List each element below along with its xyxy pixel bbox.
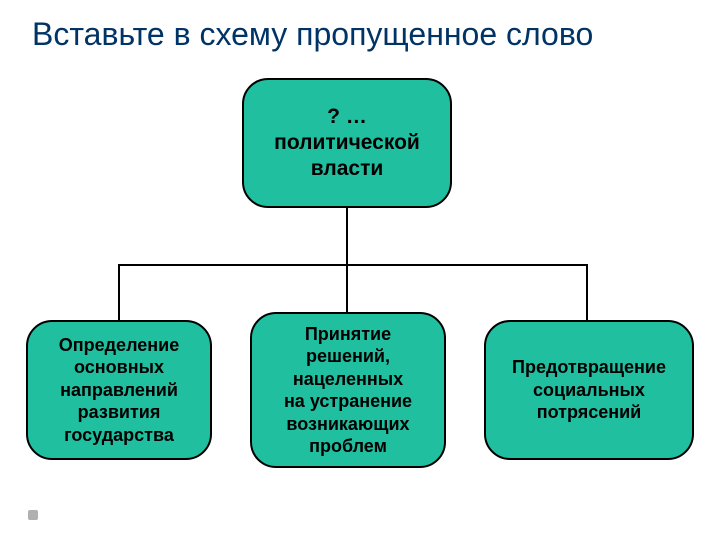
node-child-3-label: Предотвращениесоциальныхпотрясений [512, 356, 666, 424]
connector-hbar [118, 264, 588, 266]
connector-trunk [346, 208, 348, 312]
node-child-3: Предотвращениесоциальныхпотрясений [484, 320, 694, 460]
node-root: ? …политическойвласти [242, 78, 452, 208]
node-root-label: ? …политическойвласти [274, 104, 420, 183]
connector-drop-1 [118, 264, 120, 320]
node-child-1-label: Определениеосновныхнаправленийразвитияго… [59, 334, 179, 447]
connector-drop-3 [586, 264, 588, 320]
footer-bullet-icon [28, 510, 38, 520]
node-child-1: Определениеосновныхнаправленийразвитияго… [26, 320, 212, 460]
slide-title: Вставьте в схему пропущенное слово [32, 16, 593, 53]
node-child-2: Принятиерешений,нацеленныхна устранениев… [250, 312, 446, 468]
slide: Вставьте в схему пропущенное слово ? …по… [0, 0, 720, 540]
node-child-2-label: Принятиерешений,нацеленныхна устранениев… [284, 323, 412, 458]
